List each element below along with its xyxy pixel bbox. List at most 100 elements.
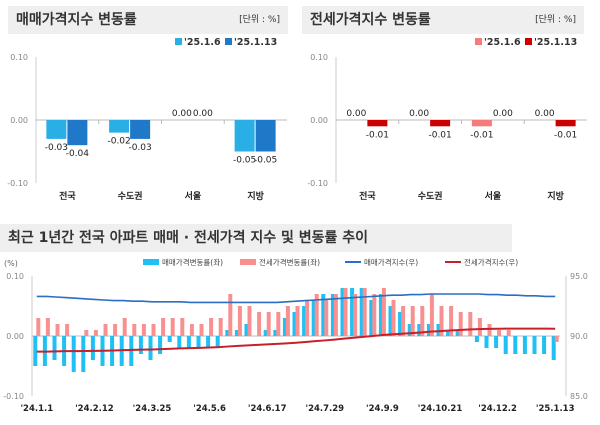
bar	[321, 294, 326, 336]
bar	[503, 336, 508, 354]
bar	[513, 336, 518, 354]
bar	[353, 294, 358, 336]
bar	[130, 120, 151, 139]
bar	[180, 318, 185, 336]
bar	[158, 336, 163, 354]
bar	[324, 300, 329, 336]
data-label: 0.00	[172, 109, 192, 119]
bar	[45, 318, 50, 336]
bar	[401, 306, 406, 336]
bar	[417, 324, 422, 336]
legend-label: 전세가격변동률(좌)	[259, 257, 320, 267]
legend-label: '25.1.6	[184, 37, 221, 48]
y-tick-label: 0.10	[6, 272, 24, 281]
bar	[439, 306, 444, 336]
bar	[177, 336, 182, 348]
bar	[33, 336, 38, 366]
bar	[542, 336, 547, 354]
category-label: 수도권	[418, 190, 443, 202]
bar	[555, 120, 576, 127]
bar	[302, 306, 307, 336]
bar	[359, 288, 364, 336]
bar	[430, 120, 451, 127]
legend-label: '25.1.13	[534, 37, 577, 48]
category-label: 지방	[247, 190, 264, 202]
bar	[468, 312, 473, 336]
category-label: 전국	[59, 190, 76, 202]
data-label: -0.05	[233, 156, 256, 166]
legend-swatch	[175, 38, 182, 45]
data-label: 0.00	[493, 109, 513, 119]
bar	[196, 336, 201, 348]
bar	[429, 294, 434, 336]
data-label: -0.04	[66, 149, 90, 159]
bar	[378, 294, 383, 336]
bar	[285, 306, 290, 336]
bar	[333, 294, 338, 336]
bar	[532, 336, 537, 354]
bar	[381, 288, 386, 336]
data-label: -0.03	[45, 143, 68, 153]
bar	[84, 330, 89, 336]
bar	[314, 294, 319, 336]
bar	[36, 318, 41, 336]
y-tick-label: -0.10	[307, 179, 328, 188]
bar	[449, 306, 454, 336]
bar	[446, 330, 451, 336]
bar	[167, 336, 172, 342]
bar	[494, 336, 499, 348]
trend-title-bar: 최근 1년간 전국 아파트 매매 · 전세가격 지수 및 변동률 추이	[0, 224, 512, 252]
bar	[218, 318, 223, 336]
bar	[103, 324, 108, 336]
data-label: -0.03	[128, 143, 151, 153]
bar	[276, 312, 281, 336]
legend-label: '25.1.6	[484, 37, 521, 48]
bar	[369, 300, 374, 336]
bar	[199, 324, 204, 336]
bar	[247, 306, 252, 336]
bar	[455, 330, 460, 336]
bar	[244, 324, 249, 336]
legend-label: '25.1.13	[234, 37, 277, 48]
y2-tick-label: 95.0	[570, 272, 588, 281]
y-tick-label: -0.10	[7, 179, 28, 188]
bar	[52, 336, 57, 360]
bar	[367, 120, 388, 127]
bar	[234, 120, 255, 152]
jeonse-panel-title: 전세가격지수 변동률	[310, 12, 431, 28]
legend-label: 전세가격지수(우)	[464, 257, 518, 267]
bar	[257, 312, 262, 336]
sale-unit: [단위 : %]	[239, 15, 280, 25]
data-label: 0.00	[535, 109, 555, 119]
bar	[90, 336, 95, 360]
y2-tick-label: 90.0	[570, 332, 588, 341]
bar	[71, 336, 76, 372]
bar	[81, 336, 86, 372]
category-label: 서울	[485, 190, 502, 202]
data-label: -0.02	[107, 137, 130, 147]
bar	[209, 318, 214, 336]
bar	[522, 336, 527, 354]
data-label: 0.00	[193, 109, 213, 119]
bar	[340, 288, 345, 336]
x-tick-label: '24.3.25	[133, 404, 172, 414]
bar	[67, 120, 88, 146]
data-label: -0.01	[470, 130, 493, 140]
bar	[410, 306, 415, 336]
bar	[138, 336, 143, 354]
bar	[206, 336, 211, 348]
bar	[295, 306, 300, 336]
bar	[225, 330, 230, 336]
bar	[398, 312, 403, 336]
bar	[484, 336, 489, 348]
bar	[263, 330, 268, 336]
jeonse-panel-title-bar: 전세가격지수 변동률 [단위 : %]	[302, 6, 584, 34]
data-label: -0.01	[366, 130, 389, 140]
data-label: 0.00	[346, 109, 366, 119]
data-label: -0.01	[428, 130, 451, 140]
legend-swatch	[225, 38, 232, 45]
bar	[170, 318, 175, 336]
legend-swatch	[143, 259, 159, 265]
bar	[228, 294, 233, 336]
